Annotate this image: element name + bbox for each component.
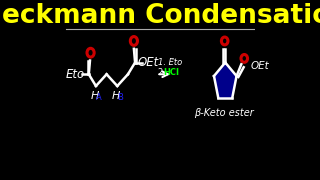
Polygon shape [214, 62, 236, 98]
Text: β-Keto ester: β-Keto ester [195, 108, 254, 118]
Text: Dieckmann Condensation: Dieckmann Condensation [0, 3, 320, 28]
Text: 2.: 2. [158, 68, 168, 77]
Text: 1. Eto: 1. Eto [158, 58, 182, 67]
Text: H: H [91, 91, 99, 101]
Text: B: B [117, 93, 123, 102]
Text: OEt: OEt [251, 61, 269, 71]
Text: HCl: HCl [163, 68, 179, 77]
Text: Eto: Eto [66, 68, 85, 81]
Text: ⁻: ⁻ [171, 56, 175, 65]
Text: H: H [112, 91, 120, 101]
Text: A: A [96, 93, 102, 102]
Text: OEt: OEt [138, 56, 159, 69]
